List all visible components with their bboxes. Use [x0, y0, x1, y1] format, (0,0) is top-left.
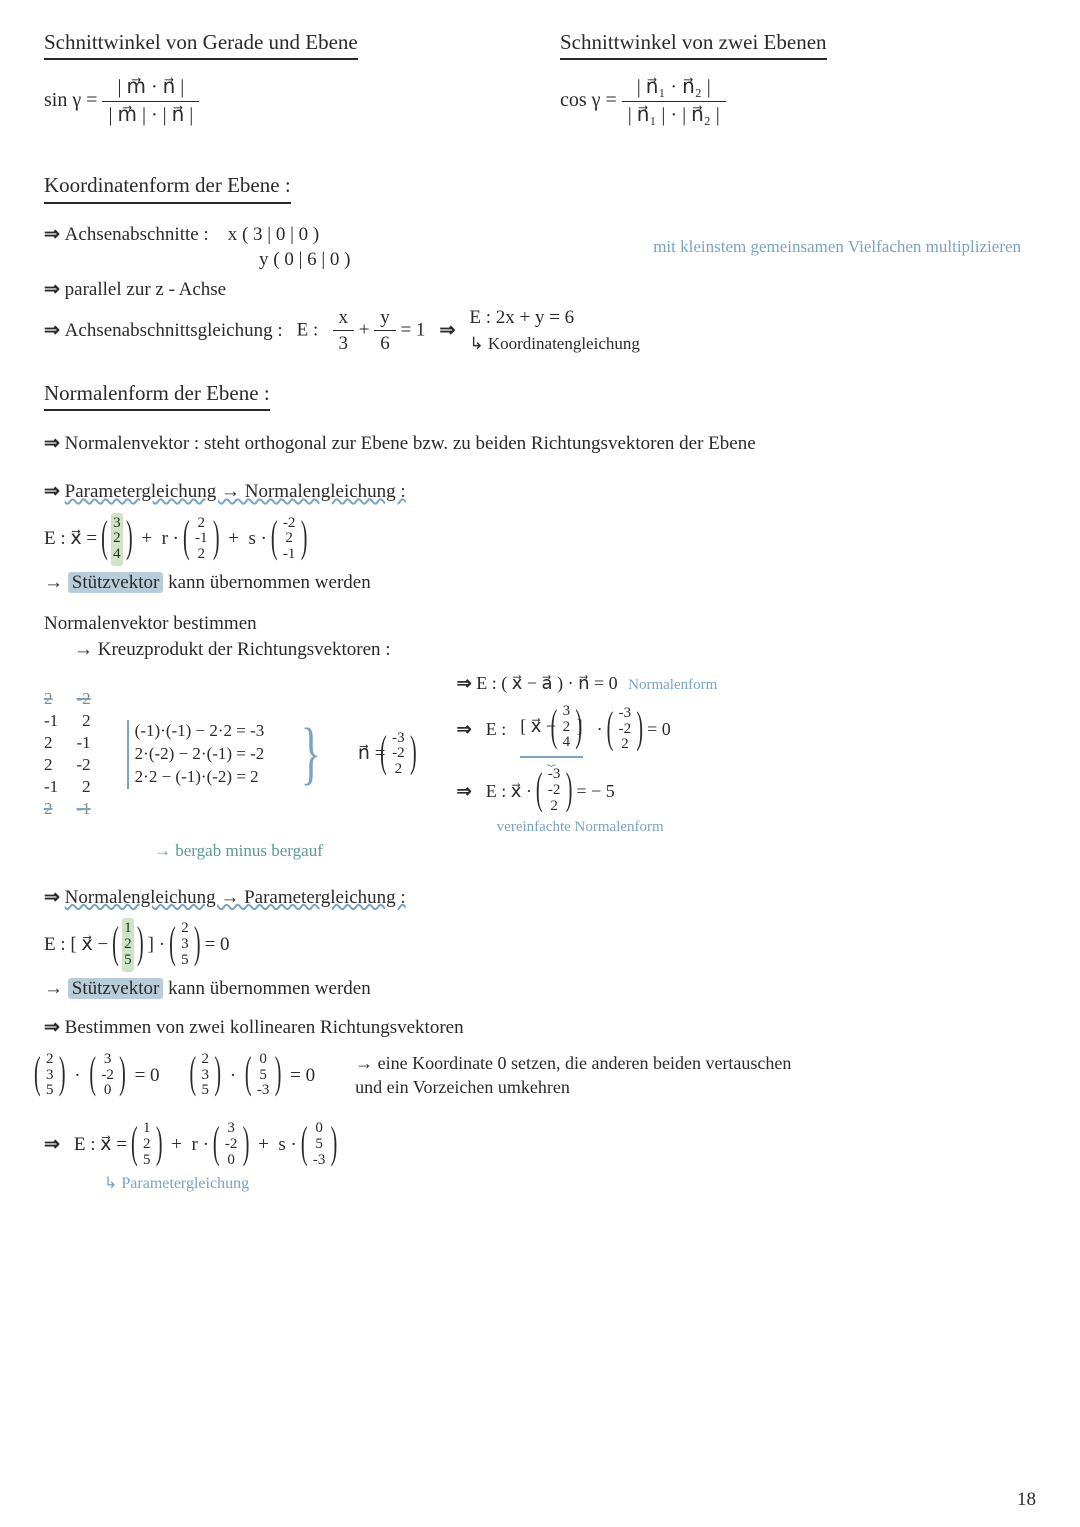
- koll-title: Bestimmen von zwei kollinearen Richtungs…: [44, 1015, 1036, 1041]
- normal-section: Normalenform der Ebene : Normalenvektor …: [44, 379, 1036, 863]
- frac: | m⃗ · n⃗ | | m⃗ | · | n⃗ |: [102, 74, 199, 129]
- n2p-section: Normalengleichung → Parametergleichung :…: [44, 885, 1036, 1195]
- cross-row: 2-2 -12 2-1 2-2 -12 2-1 (-1)·(-1) − 2·2 …: [44, 671, 1036, 838]
- koord-section: Koordinatenform der Ebene : Achsenabschn…: [44, 171, 1036, 357]
- bergab-note: bergab minus bergauf: [154, 840, 1036, 863]
- normal-forms: E : ( x⃗ − a⃗ ) · n⃗ = 0 Normalenform E …: [457, 671, 718, 838]
- vec-a: 125: [122, 918, 134, 971]
- achs-gleichung-row: Achsenabschnittsgleichung : E : x3 + y6 …: [44, 305, 1036, 357]
- formula-sin: sin γ = | m⃗ · n⃗ | | m⃗ | · | n⃗ |: [44, 74, 520, 129]
- n2p-result: E : x⃗ = 125 + r · 3-20 + s · 05-3: [44, 1118, 1036, 1171]
- achsen-row: Achsenabschnitte : x ( 3 | 0 | 0 ) y ( 0…: [44, 222, 1036, 273]
- n2p-stuetz: Stützvektor kann übernommen werden: [44, 976, 1036, 1002]
- n2p-eq: E : [ x⃗ − 125 ] · 235 = 0: [44, 918, 1036, 971]
- angle-line-plane: Schnittwinkel von Gerade und Ebene sin γ…: [44, 28, 520, 149]
- koord-result-sub: Koordinatengleichung: [469, 334, 640, 353]
- frac: | n⃗₁ · n⃗₂ | | n⃗₁ | · | n⃗₂ |: [622, 74, 726, 129]
- vec-n: -3-22: [390, 728, 407, 781]
- koll-hint: eine Koordinate 0 setzen, die anderen be…: [355, 1051, 795, 1100]
- page-number: 18: [1017, 1487, 1036, 1513]
- n2p-result-note: ↳ Parametergleichung: [104, 1173, 1036, 1195]
- normal-title: Normalenform der Ebene :: [44, 379, 270, 411]
- achsen-y: y ( 0 | 6 | 0 ): [259, 247, 639, 273]
- nv-title: Normalenvektor bestimmen: [44, 611, 1036, 637]
- koord-result: E : 2x + y = 6: [469, 307, 574, 328]
- vec-r: 2-12: [193, 513, 210, 566]
- achsen-label: Achsenabschnitte : x ( 3 | 0 | 0 ): [44, 222, 639, 248]
- n-eq: n⃗ = -3-22: [358, 728, 407, 781]
- title-two-planes: Schnittwinkel von zwei Ebenen: [560, 28, 827, 60]
- vec-n2: 235: [179, 918, 191, 971]
- angle-two-planes: Schnittwinkel von zwei Ebenen cos γ = | …: [560, 28, 1036, 149]
- formula-cos: cos γ = | n⃗₁ · n⃗₂ | | n⃗₁ | · | n⃗₂ |: [560, 74, 1036, 129]
- top-row: Schnittwinkel von Gerade und Ebene sin γ…: [44, 28, 1036, 149]
- lhs: sin γ =: [44, 89, 97, 111]
- lhs: cos γ =: [560, 89, 617, 111]
- param-eq: E : x⃗ = 324 + r · 2-12 + s · -22-1: [44, 513, 1036, 566]
- p2n-title: Parametergleichung → Normalengleichung :: [44, 479, 1036, 505]
- vec-s: -22-1: [281, 513, 298, 566]
- n2p-title: Normalengleichung → Parametergleichung :: [44, 885, 1036, 911]
- normal-def: Normalenvektor : steht orthogonal zur Eb…: [44, 431, 844, 457]
- achs-gl-label: Achsenabschnittsgleichung :: [44, 318, 283, 344]
- koll-row: 235 · 3-20 = 0 235 · 05-3 = 0 eine Koord…: [44, 1049, 1036, 1102]
- cross-table: 2-2 -12 2-1 2-2 -12 2-1: [44, 688, 91, 821]
- achs-gl-eq: E : x3 + y6 = 1: [297, 305, 426, 357]
- koord-title: Koordinatenform der Ebene :: [44, 171, 291, 203]
- stuetz-note-row: Stützvektor kann übernommen werden: [44, 570, 1036, 596]
- vec-stuetz: 324: [111, 513, 123, 566]
- brace-icon: }: [301, 719, 321, 789]
- kgv-note: mit kleinstem gemeinsamen Vielfachen mul…: [653, 236, 1036, 259]
- cross-calcs: (-1)·(-1) − 2·2 = -3 2·(-2) − 2·(-1) = -…: [127, 720, 265, 789]
- nv-sub: Kreuzprodukt der Richtungsvektoren :: [74, 637, 1036, 663]
- title-line-plane: Schnittwinkel von Gerade und Ebene: [44, 28, 358, 60]
- parallel-z: parallel zur z - Achse: [44, 277, 1036, 303]
